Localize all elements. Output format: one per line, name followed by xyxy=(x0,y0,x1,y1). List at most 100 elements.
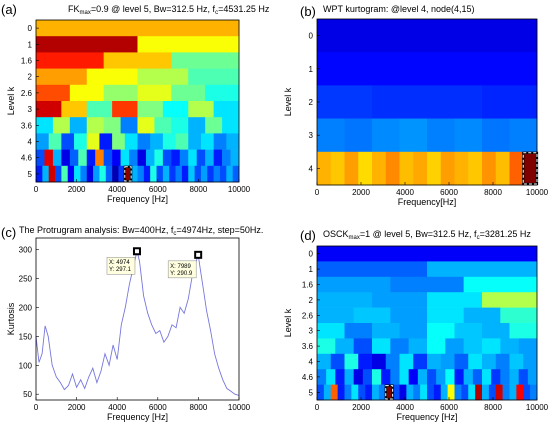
y-tick-label: 0 xyxy=(309,250,314,259)
heat-cell xyxy=(36,149,45,167)
heat-cell xyxy=(427,338,446,355)
heat-cell xyxy=(330,384,338,401)
plot-frame-3 xyxy=(316,245,538,401)
heat-cell xyxy=(200,133,214,150)
heat-cell xyxy=(344,384,352,401)
x-tick-label: 0 xyxy=(34,403,39,412)
heat-cell xyxy=(427,323,455,339)
y-axis-label: Level k xyxy=(283,87,293,116)
heat-cell xyxy=(372,369,382,385)
heat-cell xyxy=(112,149,121,167)
heat-cell xyxy=(120,117,138,134)
heat-cell xyxy=(365,384,373,401)
x-tick-label: 10000 xyxy=(228,403,251,412)
y-tick-label: 1.6 xyxy=(302,281,314,290)
heat-cell xyxy=(408,369,419,385)
x-tick-label: 2000 xyxy=(68,403,86,412)
heat-cell xyxy=(162,101,189,118)
heat-cell xyxy=(137,68,189,86)
heat-cell xyxy=(36,117,54,134)
heat-cell xyxy=(385,384,393,401)
x-tick-label: 10000 xyxy=(526,403,549,412)
heat-cell xyxy=(137,36,240,53)
heat-cell xyxy=(447,384,455,401)
x-tick-label: 8000 xyxy=(190,403,208,412)
heat-cell xyxy=(205,84,240,102)
heat-cell xyxy=(463,276,538,293)
heat-cell xyxy=(472,369,483,385)
y-tick-label: 3 xyxy=(28,105,33,114)
heat-cell xyxy=(385,151,400,186)
heat-cell xyxy=(427,85,483,119)
heat-cell xyxy=(344,353,359,370)
heat-cell xyxy=(358,353,373,370)
x-tick-label: 8000 xyxy=(484,188,502,197)
heat-cell xyxy=(86,117,104,134)
y-tick-label: 3 xyxy=(309,327,314,336)
heat-cell xyxy=(427,151,442,186)
heat-cell xyxy=(427,118,455,153)
title-part: OSCK xyxy=(323,229,349,239)
heat-cell xyxy=(213,101,240,118)
heat-cell xyxy=(482,118,510,153)
heat-cell xyxy=(80,165,88,183)
heat-cell xyxy=(69,117,88,134)
heat-cell xyxy=(358,151,373,186)
panel-b-title: WPT kurtogram: @level 4, node(4,15) xyxy=(323,4,475,14)
heat-cell xyxy=(482,323,510,339)
heat-cell xyxy=(205,149,214,167)
y-tick-label: 2 xyxy=(28,73,33,82)
x-tick-label: 10000 xyxy=(526,188,549,197)
heat-cell xyxy=(353,307,391,324)
heat-cell xyxy=(171,117,189,134)
heat-cell xyxy=(179,149,189,167)
heat-cell xyxy=(390,369,400,385)
panel-d-title: OSCKmax=1 @ level 5, Bw=312.5 Hz, fc=328… xyxy=(323,229,531,241)
heat-cell xyxy=(48,165,56,183)
heat-cell xyxy=(36,165,43,183)
heat-cell xyxy=(433,384,442,401)
heat-cell xyxy=(222,117,240,134)
heat-cell xyxy=(317,246,538,262)
heat-cell xyxy=(323,384,332,401)
heat-cell xyxy=(392,384,400,401)
y-tick-label: 5 xyxy=(309,388,314,397)
heat-cell xyxy=(99,165,107,183)
heat-cell xyxy=(171,149,181,167)
heat-cell xyxy=(93,165,100,183)
heat-cell xyxy=(454,353,469,370)
heat-cell xyxy=(219,165,227,183)
x-axis-label: Frequency [Hz] xyxy=(107,194,168,204)
heat-cell xyxy=(527,369,538,385)
heat-cell xyxy=(406,384,414,401)
heat-cell xyxy=(188,133,202,150)
heat-cell xyxy=(440,353,455,370)
heat-cell xyxy=(509,369,519,385)
y-tick-label: 300 xyxy=(19,246,33,255)
heat-cell xyxy=(509,151,524,186)
heat-cell xyxy=(150,165,157,183)
panel-c-title: The Protrugram analysis: Bw=400Hz, fc=49… xyxy=(19,225,263,237)
heat-cell xyxy=(463,369,474,385)
heat-cell xyxy=(230,149,240,167)
heat-cell xyxy=(427,353,442,370)
y-tick-label: 2.6 xyxy=(302,311,314,320)
y-tick-label: 150 xyxy=(19,332,33,341)
heat-cell xyxy=(330,353,345,370)
title-part: The Protrugram analysis: Bw=400Hz, f xyxy=(19,225,174,235)
heat-cell xyxy=(344,151,359,186)
heat-cell xyxy=(353,369,364,385)
heat-cell xyxy=(188,149,198,167)
y-axis-label: Level k xyxy=(283,308,293,337)
heat-cell xyxy=(344,118,373,153)
heat-cell xyxy=(427,307,464,324)
kurtosis-line xyxy=(35,251,240,396)
y-tick-label: 3 xyxy=(309,131,314,140)
x-tick-label: 4000 xyxy=(396,188,414,197)
heat-cell xyxy=(454,118,483,153)
heat-cell xyxy=(399,323,428,339)
heat-cell xyxy=(417,369,428,385)
heat-cell xyxy=(86,101,113,118)
heat-cell xyxy=(482,338,501,355)
